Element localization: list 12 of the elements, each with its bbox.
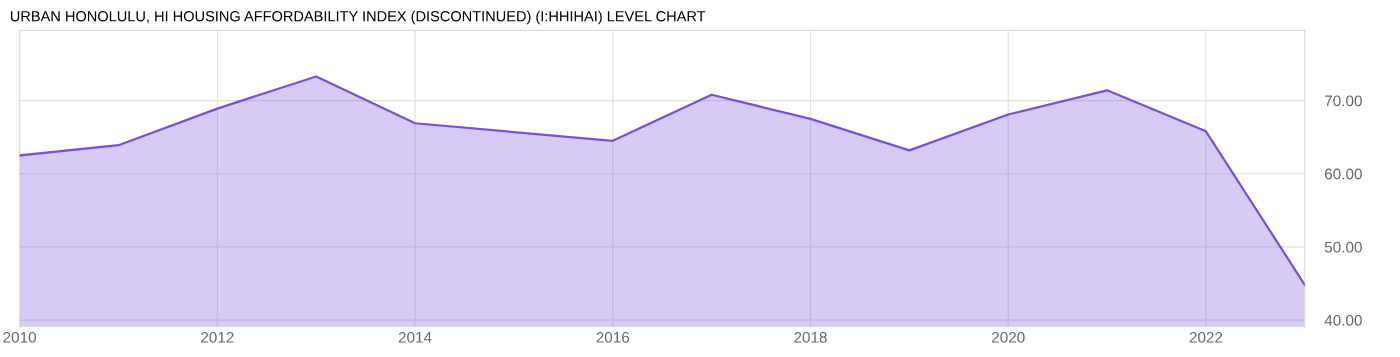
x-tick-label: 2018 xyxy=(794,331,827,343)
x-tick-label: 2022 xyxy=(1189,331,1223,343)
y-tick-label: 50.00 xyxy=(1324,241,1362,253)
y-tick-label: 70.00 xyxy=(1325,95,1362,107)
x-tick-label: 2020 xyxy=(991,331,1025,343)
chart-title: URBAN HONOLULU, HI HOUSING AFFORDABILITY INDEX (DISCONTINUED) (I:HHIHAI) LEVEL CHART xyxy=(10,10,706,25)
y-tick-label: 60.00 xyxy=(1325,168,1362,180)
x-tick-label: 2014 xyxy=(398,331,432,343)
x-tick-label: 2016 xyxy=(596,331,630,343)
y-tick-label: 40.00 xyxy=(1324,314,1362,326)
x-tick-label: 2010 xyxy=(3,331,36,343)
x-tick-label: 2012 xyxy=(201,331,234,343)
